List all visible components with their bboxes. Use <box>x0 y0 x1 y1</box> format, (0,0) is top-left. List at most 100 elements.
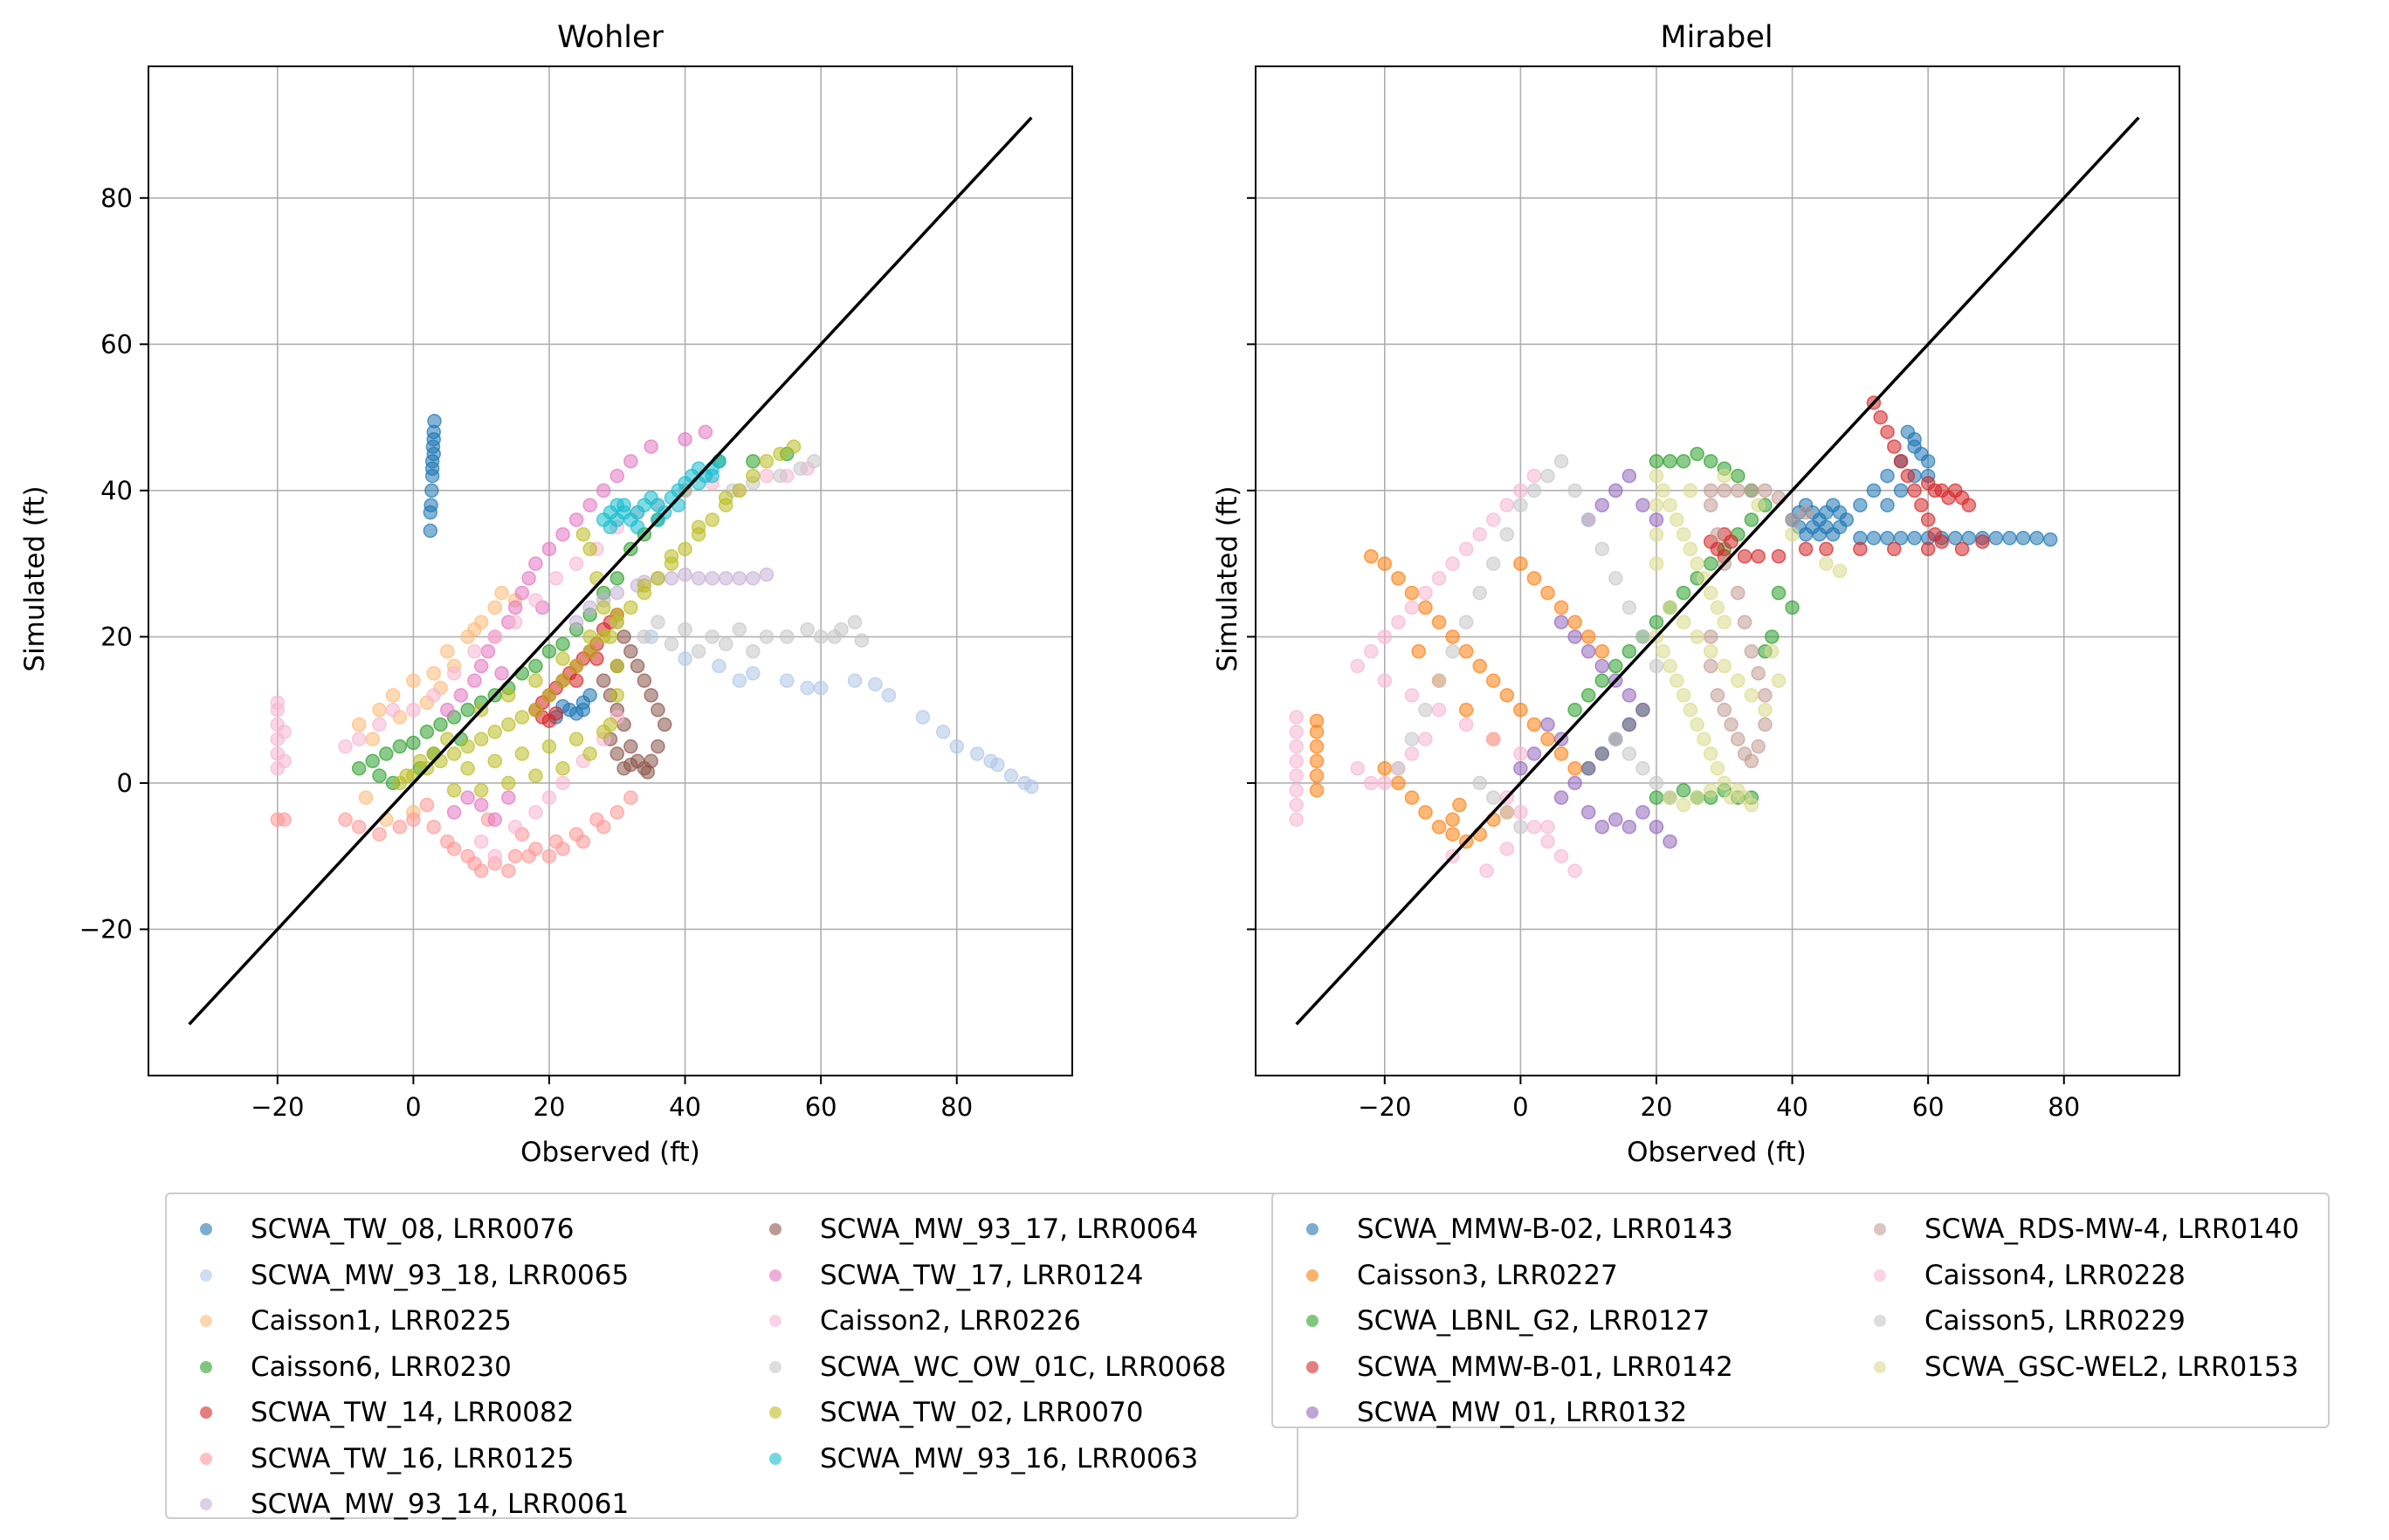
mirabel-data-point <box>1608 658 1623 674</box>
mirabel-data-point <box>1486 556 1501 571</box>
mirabel-data-point <box>1513 702 1528 718</box>
mirabel-data-point <box>1731 585 1745 601</box>
mirabel-legend-marker <box>1306 1268 1318 1282</box>
wohler-legend-marker <box>200 1223 212 1235</box>
wohler-one-to-one-line <box>188 116 1033 1026</box>
mirabel-data-point <box>1731 468 1745 484</box>
wohler-data-point <box>351 760 367 776</box>
mirabel-data-point <box>1758 483 1773 498</box>
mirabel-data-point <box>1404 600 1420 615</box>
mirabel-x-tick-label: 80 <box>2048 1092 2080 1122</box>
wohler-series <box>270 790 638 878</box>
wohler-data-point <box>746 454 761 469</box>
wohler-data-point <box>423 498 438 512</box>
wohler-x-tick-label: −20 <box>251 1092 304 1122</box>
wohler-series <box>392 439 802 798</box>
wohler-data-point <box>541 541 557 557</box>
mirabel-data-point <box>1289 710 1304 725</box>
mirabel-series <box>1289 468 1582 878</box>
wohler-data-point <box>528 658 543 674</box>
mirabel-one-to-one-line <box>1295 116 2140 1026</box>
mirabel-data-point <box>1690 556 1704 571</box>
mirabel-data-point <box>1567 615 1582 629</box>
wohler-data-point <box>528 805 543 820</box>
mirabel-data-point <box>1663 600 1677 615</box>
mirabel-data-point <box>1717 658 1732 674</box>
mirabel-legend-label: Caisson5, LRR0229 <box>1924 1305 2186 1337</box>
wohler-data-point <box>602 629 618 644</box>
mirabel-data-point <box>1649 556 1664 571</box>
mirabel-data-point <box>1458 717 1474 732</box>
wohler-data-point <box>602 717 618 732</box>
mirabel-legend-entry: SCWA_MW_01, LRR0132 <box>1292 1390 1687 1435</box>
mirabel-legend-marker <box>1306 1315 1318 1327</box>
wohler-data-point <box>678 622 692 637</box>
wohler-data-point <box>555 760 570 776</box>
mirabel-data-point <box>1649 790 1664 805</box>
mirabel-data-point <box>1526 468 1542 484</box>
wohler-data-point <box>555 526 570 542</box>
mirabel-data-point <box>1458 702 1474 718</box>
mirabel-legend-entry: SCWA_RDS-MW-4, LRR0140 <box>1860 1207 2299 1252</box>
wohler-data-point <box>541 849 557 863</box>
mirabel-data-point <box>1567 483 1582 498</box>
mirabel-data-point <box>1594 541 1609 557</box>
mirabel-legend-marker <box>1874 1223 1886 1235</box>
wohler-legend-marker <box>769 1223 781 1235</box>
mirabel-data-point <box>1553 615 1569 629</box>
mirabel-data-point <box>1914 446 1929 462</box>
wohler-data-point <box>575 702 591 718</box>
mirabel-data-point <box>1893 454 1909 469</box>
mirabel-data-point <box>1567 775 1582 791</box>
mirabel-data-point <box>1513 746 1528 761</box>
wohler-data-point <box>555 651 570 666</box>
wohler-data-point <box>487 849 502 863</box>
wohler-data-point <box>446 783 462 798</box>
wohler-data-point <box>419 725 435 739</box>
wohler-data-point <box>460 790 475 805</box>
wohler-data-point <box>759 454 775 469</box>
wohler-data-point <box>528 768 543 783</box>
mirabel-data-point <box>1731 732 1745 746</box>
mirabel-data-point <box>1717 483 1732 498</box>
wohler-legend-entry: SCWA_WC_OW_01C, LRR0068 <box>755 1344 1226 1390</box>
wohler-y-tick-label: 60 <box>100 329 133 359</box>
wohler-data-point <box>582 541 597 557</box>
mirabel-plot-frame <box>1255 65 2180 1076</box>
mirabel-data-point <box>1690 717 1704 732</box>
mirabel-panel: Mirabel Observed (ft) Simulated (ft) −20… <box>1212 20 2180 1168</box>
mirabel-title: Mirabel <box>1660 20 1773 55</box>
mirabel-data-point <box>1649 498 1664 512</box>
mirabel-data-point <box>1649 454 1664 469</box>
mirabel-data-point <box>1580 805 1596 820</box>
mirabel-data-point <box>1676 526 1691 542</box>
mirabel-data-point <box>1663 834 1677 849</box>
wohler-data-point <box>548 706 564 721</box>
wohler-y-tick-label: 20 <box>100 622 133 651</box>
wohler-legend-entry: SCWA_TW_14, LRR0082 <box>186 1390 574 1435</box>
mirabel-data-point <box>1676 585 1691 601</box>
wohler-y-tick-label: −20 <box>79 914 133 944</box>
mirabel-data-point <box>1621 819 1637 835</box>
wohler-data-point <box>555 673 570 688</box>
mirabel-x-tick-label: 20 <box>1641 1092 1673 1122</box>
mirabel-data-point <box>1649 819 1664 835</box>
wohler-data-point <box>678 651 692 666</box>
wohler-data-point <box>800 680 815 696</box>
wohler-legend-label: Caisson1, LRR0225 <box>251 1305 512 1337</box>
mirabel-data-point <box>1866 483 1882 498</box>
wohler-data-point <box>800 622 815 637</box>
mirabel-data-point <box>1649 512 1664 527</box>
mirabel-data-point <box>1391 615 1406 629</box>
wohler-legend-entry: SCWA_MW_93_18, LRR0065 <box>186 1253 629 1298</box>
wohler-legend-entry: SCWA_MW_93_14, LRR0061 <box>186 1482 629 1527</box>
mirabel-data-point <box>1445 643 1460 659</box>
mirabel-data-point <box>1670 512 1684 527</box>
wohler-legend-marker <box>200 1315 212 1327</box>
mirabel-data-point <box>1540 819 1555 835</box>
mirabel-data-point <box>1764 643 1780 659</box>
mirabel-data-point <box>1350 658 1365 674</box>
wohler-data-point <box>678 567 692 582</box>
mirabel-data-point <box>1526 819 1542 835</box>
wohler-data-point <box>678 431 692 447</box>
